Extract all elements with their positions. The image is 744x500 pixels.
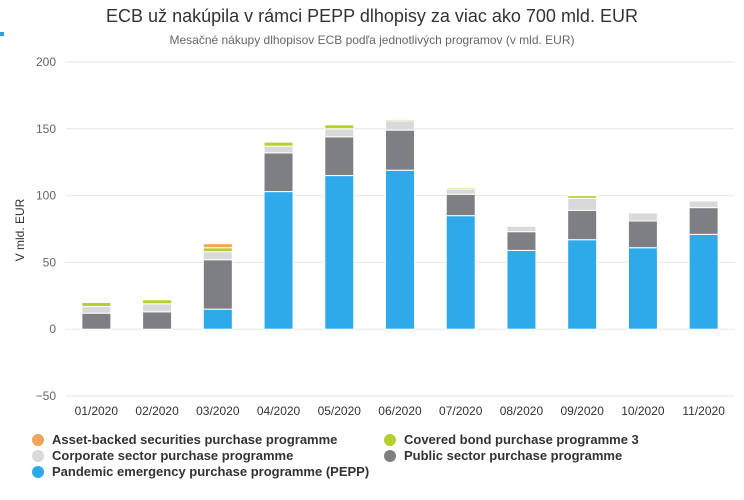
- bar-segment: [202, 251, 233, 261]
- bar-segment: [142, 303, 173, 313]
- bar-segment: [324, 175, 355, 330]
- bar-segment: [445, 193, 476, 217]
- bar-segment: [81, 312, 112, 330]
- bar-segment: [445, 215, 476, 330]
- x-tick-label: 10/2020: [621, 404, 665, 418]
- bar-segment: [202, 247, 233, 253]
- x-tick-label: 02/2020: [135, 404, 179, 418]
- bar-segment: [567, 239, 598, 330]
- bars: [81, 118, 719, 330]
- legend-swatch: [32, 465, 44, 478]
- bar-segment: [506, 225, 537, 233]
- chart-title: ECB už nakúpila v rámci PEPP dlhopisy za…: [106, 6, 638, 26]
- legend-item[interactable]: Pandemic emergency purchase programme (P…: [32, 464, 369, 479]
- bar-segment: [202, 243, 233, 249]
- bar-segment: [506, 231, 537, 251]
- x-tick-label: 04/2020: [257, 404, 301, 418]
- x-tick-label: 03/2020: [196, 404, 240, 418]
- bar-segment: [688, 207, 719, 235]
- bar-segment: [263, 145, 294, 154]
- edge-marker: [0, 32, 4, 36]
- y-tick-label: 0: [49, 322, 56, 336]
- bar-segment: [567, 197, 598, 211]
- chart-subtitle: Mesačné nákupy dlhopisov ECB podľa jedno…: [169, 33, 575, 47]
- legend-swatch: [32, 449, 44, 462]
- bar-segment: [142, 299, 173, 305]
- bar-segment: [385, 129, 415, 171]
- legend-label: Covered bond purchase programme 3: [404, 432, 639, 447]
- y-axis-ticks: −50 0 50 100 150 200: [36, 55, 57, 403]
- bar-segment: [263, 141, 294, 147]
- legend-item[interactable]: Public sector purchase programme: [384, 448, 622, 463]
- bar-segment: [688, 233, 719, 330]
- bar-segment: [324, 128, 355, 138]
- x-tick-label: 06/2020: [378, 404, 422, 418]
- bar-segment: [627, 220, 658, 249]
- y-tick-label: −50: [36, 389, 57, 403]
- bar-segment: [445, 188, 476, 195]
- bar-segment: [81, 305, 112, 314]
- legend-label: Public sector purchase programme: [404, 448, 623, 463]
- x-tick-label: 08/2020: [500, 404, 544, 418]
- legend-label: Asset-backed securities purchase program…: [52, 432, 338, 447]
- y-tick-label: 50: [43, 255, 57, 269]
- bar-segment: [627, 212, 658, 222]
- x-axis-ticks: 01/2020 02/2020 03/2020 04/2020 05/2020 06/20…: [75, 404, 726, 418]
- x-tick-label: 01/2020: [75, 404, 119, 418]
- bar-segment: [627, 247, 658, 330]
- bar-segment: [445, 187, 476, 190]
- y-tick-label: 150: [36, 122, 56, 136]
- bar-segment: [385, 169, 415, 330]
- legend-swatch: [384, 449, 396, 462]
- stacked-bar-chart: −50 0 50 100 150 200 01/2020 02/2020 03/2020 04/…: [13, 55, 734, 418]
- bar-segment: [142, 311, 173, 330]
- bar-segment: [567, 195, 598, 199]
- bar-segment: [385, 118, 415, 122]
- legend-item[interactable]: Asset-backed securities purchase program…: [32, 432, 337, 447]
- bar-segment: [567, 209, 598, 241]
- x-tick-label: 07/2020: [439, 404, 483, 418]
- legend-label: Corporate sector purchase programme: [52, 448, 294, 463]
- bar-segment: [263, 152, 294, 193]
- bar-segment: [506, 249, 537, 330]
- legend-label: Pandemic emergency purchase programme (P…: [52, 464, 370, 479]
- legend-item[interactable]: Corporate sector purchase programme: [32, 448, 293, 463]
- x-tick-label: 05/2020: [318, 404, 362, 418]
- bar-segment: [202, 308, 233, 330]
- bar-segment: [688, 200, 719, 209]
- bar-segment: [263, 191, 294, 330]
- y-axis-title: V mld. EUR: [13, 198, 27, 261]
- bar-segment: [81, 301, 112, 307]
- bar-segment: [324, 136, 355, 177]
- legend-swatch: [32, 433, 44, 446]
- x-tick-label: 09/2020: [560, 404, 604, 418]
- bar-segment: [202, 259, 233, 310]
- x-tick-label: 11/2020: [682, 404, 725, 418]
- bar-segment: [324, 124, 355, 130]
- y-tick-label: 100: [36, 189, 56, 203]
- bar-segment: [385, 120, 415, 131]
- y-tick-label: 200: [36, 55, 56, 69]
- legend-item[interactable]: Covered bond purchase programme 3: [384, 432, 639, 447]
- legend-swatch: [384, 433, 396, 446]
